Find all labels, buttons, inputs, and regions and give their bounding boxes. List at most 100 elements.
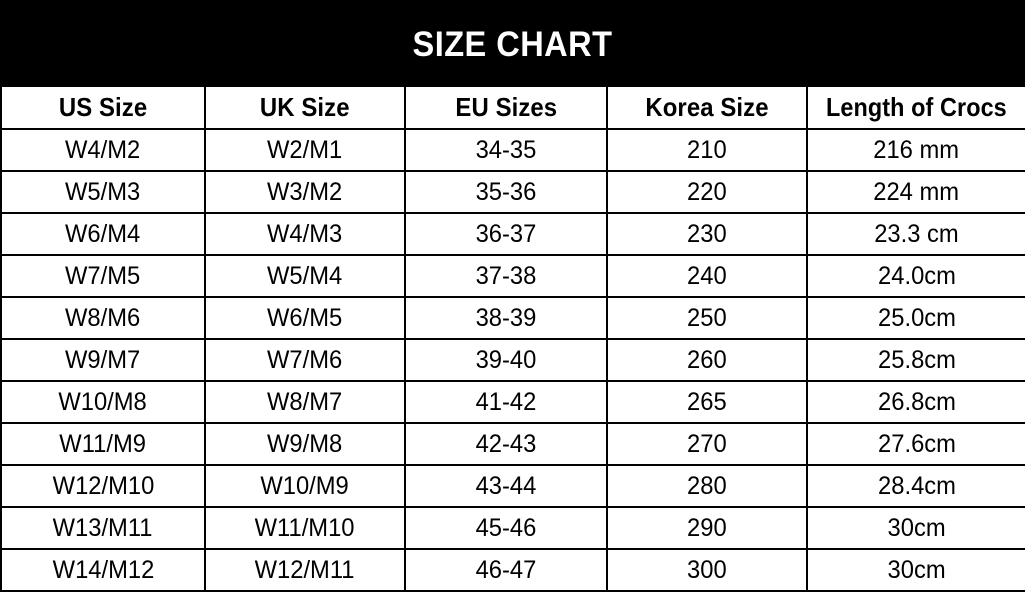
cell-uk-size: W2/M1 (204, 128, 406, 172)
table-body: W4/M2 W2/M1 34-35 210 216 mm W5/M3 W3/M2 35-36 2… (0, 128, 1025, 592)
cell-value: 41-42 (475, 387, 537, 416)
page-title: SIZE CHART (412, 25, 613, 64)
table-row: W12/M10 W10/M9 43-44 280 28.4cm (0, 464, 1025, 508)
chart-banner: SIZE CHART (0, 0, 1025, 85)
cell-value: W10/M9 (260, 471, 350, 500)
cell-length-of-crocs: 25.0cm (806, 296, 1025, 340)
cell-value: W11/M10 (255, 513, 355, 542)
cell-value: 34-35 (475, 135, 537, 164)
table-row: W9/M7 W7/M6 39-40 260 25.8cm (0, 338, 1025, 382)
cell-value: 46-47 (475, 555, 537, 584)
cell-value: 260 (687, 345, 727, 374)
cell-length-of-crocs: 30cm (806, 548, 1025, 592)
table-row: W6/M4 W4/M3 36-37 230 23.3 cm (0, 212, 1025, 256)
cell-us-size: W13/M11 (0, 506, 206, 550)
cell-value: W13/M11 (53, 513, 153, 542)
cell-length-of-crocs: 23.3 cm (806, 212, 1025, 256)
size-chart-table-container: US Size UK Size EU Sizes Korea Size Leng… (0, 85, 1025, 592)
cell-us-size: W8/M6 (0, 296, 206, 340)
cell-value: 43-44 (475, 471, 537, 500)
cell-value: 210 (687, 135, 727, 164)
cell-value: W7/M5 (65, 261, 141, 290)
cell-value: 26.8cm (877, 387, 956, 416)
cell-uk-size: W6/M5 (204, 296, 406, 340)
cell-eu-sizes: 38-39 (404, 296, 608, 340)
cell-value: W5/M4 (267, 261, 343, 290)
cell-value: 240 (687, 261, 727, 290)
cell-uk-size: W4/M3 (204, 212, 406, 256)
table-row: W11/M9 W9/M8 42-43 270 27.6cm (0, 422, 1025, 466)
cell-length-of-crocs: 28.4cm (806, 464, 1025, 508)
cell-korea-size: 240 (606, 254, 808, 298)
cell-value: 28.4cm (877, 471, 956, 500)
column-header-eu-sizes: EU Sizes (404, 85, 608, 130)
cell-eu-sizes: 41-42 (404, 380, 608, 424)
cell-korea-size: 220 (606, 170, 808, 214)
cell-length-of-crocs: 24.0cm (806, 254, 1025, 298)
cell-value: 24.0cm (877, 261, 956, 290)
cell-value: W2/M1 (267, 135, 343, 164)
column-header-uk-size: UK Size (204, 85, 406, 130)
cell-value: 250 (687, 303, 727, 332)
column-header-label: UK Size (260, 92, 350, 122)
cell-value: W9/M8 (267, 429, 343, 458)
table-row: W14/M12 W12/M11 46-47 300 30cm (0, 548, 1025, 592)
cell-value: 27.6cm (877, 429, 956, 458)
cell-value: 300 (687, 555, 727, 584)
cell-value: 290 (687, 513, 727, 542)
cell-uk-size: W11/M10 (204, 506, 406, 550)
cell-value: W4/M2 (65, 135, 141, 164)
cell-value: W10/M8 (58, 387, 148, 416)
cell-eu-sizes: 39-40 (404, 338, 608, 382)
cell-value: 224 mm (873, 177, 960, 206)
cell-value: W14/M12 (52, 555, 154, 584)
cell-value: W4/M3 (267, 219, 343, 248)
cell-length-of-crocs: 216 mm (806, 128, 1025, 172)
cell-us-size: W10/M8 (0, 380, 206, 424)
cell-korea-size: 260 (606, 338, 808, 382)
column-header-label: EU Sizes (455, 92, 557, 122)
column-header-length-of-crocs: Length of Crocs (806, 85, 1025, 130)
cell-eu-sizes: 42-43 (404, 422, 608, 466)
cell-value: 220 (687, 177, 727, 206)
cell-length-of-crocs: 27.6cm (806, 422, 1025, 466)
cell-value: 270 (687, 429, 727, 458)
cell-eu-sizes: 45-46 (404, 506, 608, 550)
cell-korea-size: 270 (606, 422, 808, 466)
cell-value: 45-46 (475, 513, 537, 542)
cell-eu-sizes: 37-38 (404, 254, 608, 298)
cell-value: 36-37 (475, 219, 537, 248)
column-header-label: Length of Crocs (826, 92, 1007, 122)
cell-value: W8/M6 (65, 303, 141, 332)
column-header-label: Korea Size (645, 92, 769, 122)
table-header: US Size UK Size EU Sizes Korea Size Leng… (0, 85, 1025, 130)
cell-value: 25.0cm (877, 303, 956, 332)
cell-value: W3/M2 (267, 177, 343, 206)
cell-value: W7/M6 (267, 345, 343, 374)
cell-length-of-crocs: 224 mm (806, 170, 1025, 214)
cell-us-size: W12/M10 (0, 464, 206, 508)
cell-value: 280 (687, 471, 727, 500)
cell-korea-size: 290 (606, 506, 808, 550)
cell-us-size: W11/M9 (0, 422, 206, 466)
cell-value: W9/M7 (65, 345, 141, 374)
cell-value: 23.3 cm (874, 219, 959, 248)
table-row: W5/M3 W3/M2 35-36 220 224 mm (0, 170, 1025, 214)
cell-value: 265 (687, 387, 727, 416)
cell-value: W12/M11 (255, 555, 355, 584)
table-row: W7/M5 W5/M4 37-38 240 24.0cm (0, 254, 1025, 298)
column-header-label: US Size (58, 92, 148, 122)
cell-eu-sizes: 46-47 (404, 548, 608, 592)
cell-uk-size: W10/M9 (204, 464, 406, 508)
table-row: W4/M2 W2/M1 34-35 210 216 mm (0, 128, 1025, 172)
cell-uk-size: W9/M8 (204, 422, 406, 466)
size-chart-table: US Size UK Size EU Sizes Korea Size Leng… (0, 85, 1025, 592)
cell-value: W5/M3 (65, 177, 141, 206)
cell-korea-size: 265 (606, 380, 808, 424)
cell-uk-size: W7/M6 (204, 338, 406, 382)
cell-value: W8/M7 (267, 387, 343, 416)
cell-value: W6/M5 (267, 303, 343, 332)
column-header-korea-size: Korea Size (606, 85, 808, 130)
cell-value: W11/M9 (59, 429, 147, 458)
